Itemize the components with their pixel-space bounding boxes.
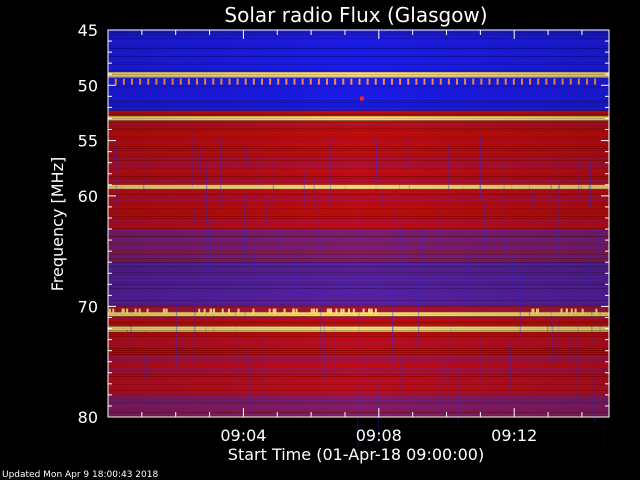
chart-title: Solar radio Flux (Glasgow): [224, 3, 487, 27]
y-tick-label: 60: [78, 187, 98, 206]
x-axis: 09:04 09:08 09:12: [141, 30, 583, 445]
plot-frame: [107, 29, 610, 418]
y-tick-label: 45: [78, 21, 98, 40]
x-tick-label: 09:04: [220, 426, 266, 445]
y-axis-label: Frequency [MHz]: [48, 157, 67, 291]
y-tick-label: 70: [78, 297, 98, 316]
y-tick-label: 55: [78, 132, 98, 151]
y-axis: 45 50 55 60 70 80: [78, 21, 609, 427]
plot-area: [107, 29, 610, 449]
x-tick-label: 09:12: [491, 426, 537, 445]
y-tick-label: 50: [78, 76, 98, 95]
shading: [108, 30, 609, 417]
y-tick-label: 80: [78, 408, 98, 427]
x-axis-label: Start Time (01-Apr-18 09:00:00): [228, 445, 484, 464]
updated-timestamp: Updated Mon Apr 9 18:00:43 2018: [2, 470, 158, 480]
x-tick-label: 09:08: [356, 426, 402, 445]
